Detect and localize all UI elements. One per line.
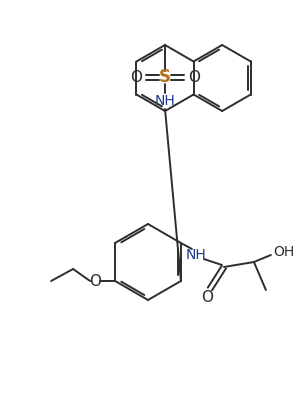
- Text: OH: OH: [273, 245, 295, 259]
- Text: O: O: [201, 290, 213, 305]
- Text: NH: NH: [186, 248, 206, 262]
- Text: NH: NH: [155, 94, 176, 108]
- Text: O: O: [188, 70, 200, 85]
- Text: O: O: [89, 273, 101, 288]
- Text: O: O: [130, 70, 142, 85]
- Text: S: S: [159, 68, 171, 86]
